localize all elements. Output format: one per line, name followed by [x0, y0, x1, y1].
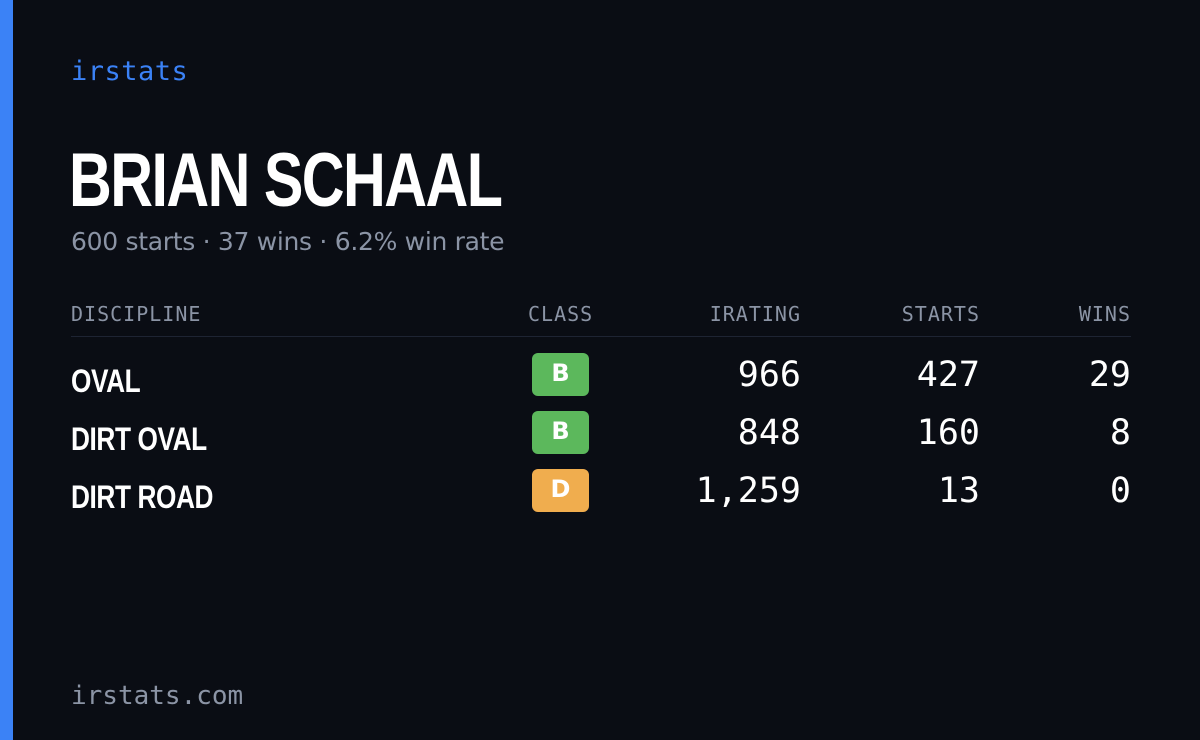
header-class: CLASS	[528, 302, 594, 326]
wins-cell: 29	[1088, 355, 1131, 395]
footer-url: irstats.com	[71, 681, 244, 711]
starts-cell: 160	[916, 413, 980, 453]
irating-cell: 1,259	[695, 471, 801, 511]
header-discipline: DISCIPLINE	[71, 302, 202, 326]
discipline-cell: OVAL	[71, 363, 141, 399]
starts-cell: 427	[916, 355, 980, 395]
header-wins: WINS	[1078, 302, 1131, 326]
accent-bar	[0, 0, 13, 740]
wins-cell: 8	[1109, 413, 1131, 453]
discipline-cell: DIRT ROAD	[71, 479, 214, 515]
header-starts: STARTS	[901, 302, 980, 326]
table-row: OVAL B 966 427 29	[71, 353, 1131, 411]
discipline-cell: DIRT OVAL	[71, 421, 207, 457]
wins-cell: 0	[1109, 471, 1131, 511]
table-body: OVAL B 966 427 29 DIRT OVAL B 848 160 8 …	[71, 353, 1131, 527]
class-badge: B	[532, 411, 589, 454]
class-badge: B	[532, 353, 589, 396]
table-header: DISCIPLINE CLASS IRATING STARTS WINS	[71, 298, 1131, 337]
starts-cell: 13	[937, 471, 980, 511]
table-row: DIRT ROAD D 1,259 13 0	[71, 469, 1131, 527]
table-row: DIRT OVAL B 848 160 8	[71, 411, 1131, 469]
irating-cell: 966	[737, 355, 801, 395]
driver-name: BRIAN SCHAAL	[69, 138, 503, 223]
brand-logo: irstats	[71, 56, 189, 87]
irating-cell: 848	[737, 413, 801, 453]
class-badge: D	[532, 469, 589, 512]
stats-table: DISCIPLINE CLASS IRATING STARTS WINS OVA…	[71, 298, 1131, 527]
header-irating: IRATING	[709, 302, 801, 326]
driver-summary: 600 starts · 37 wins · 6.2% win rate	[71, 227, 505, 256]
